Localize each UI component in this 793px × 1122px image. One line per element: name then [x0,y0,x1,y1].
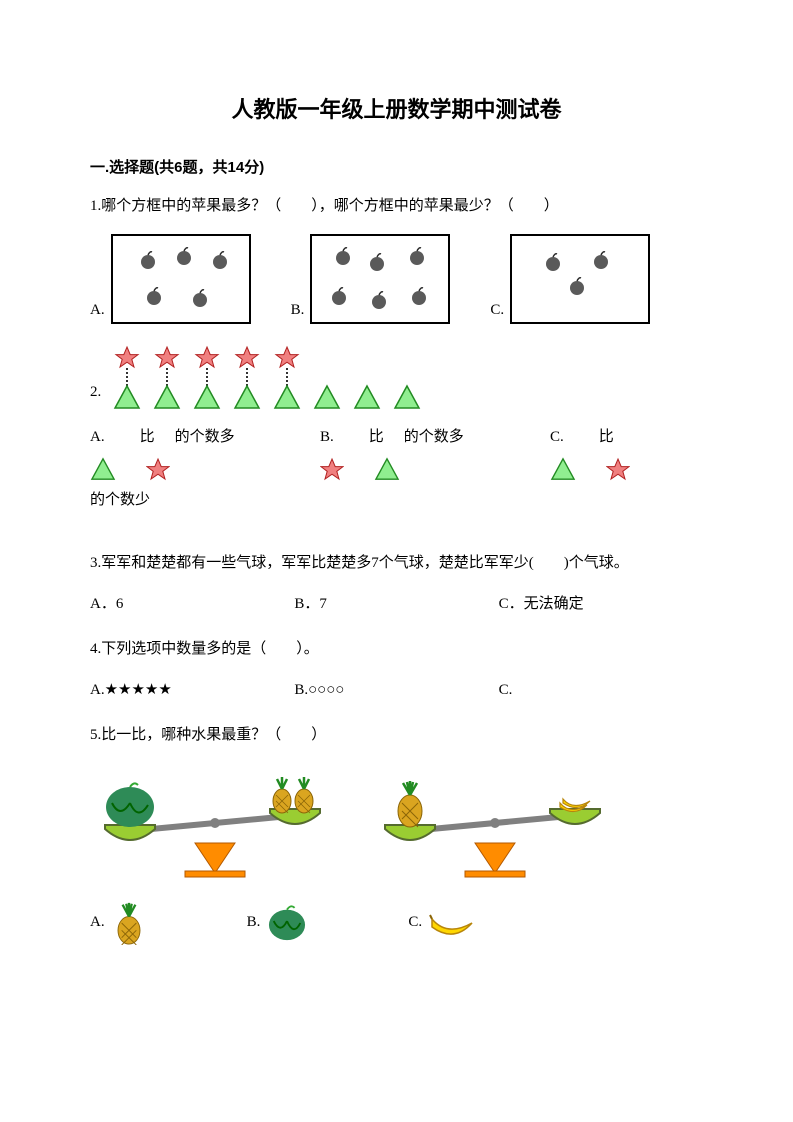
triangle-icon [90,457,116,481]
q4-optC: C. [499,677,703,704]
star-icon [606,457,630,481]
question-1: 1.哪个方框中的苹果最多？（ ），哪个方框中的苹果最少？（ ） A. B. [90,193,703,324]
q2-diagram [109,344,449,410]
q4-optA: A.★★★★★ [90,677,294,704]
q5-option-b: B. [247,904,309,942]
apple-icon [332,244,354,266]
triangle-icon [550,457,576,481]
apple-icon [328,284,350,306]
apple-icon [366,250,388,272]
star-icon [320,457,344,481]
q1-optB-label: B. [291,297,305,324]
apple-icon [189,286,211,308]
q1-optC-label: C. [490,297,504,324]
question-3: 3.军军和楚楚都有一些气球，军军比楚楚多7个气球，楚楚比军军少( )个气球。 A… [90,550,703,618]
q2-options-line2 [90,457,703,481]
q3-optA: A．6 [90,591,294,618]
apple-icon [566,274,588,296]
q1-option-a: A. [90,234,251,324]
q5-text: 5.比一比，哪种水果最重？（ ） [90,722,703,749]
apple-icon [408,284,430,306]
q2-options-line1: A. 比 的个数多 B. 比 的个数多 C. 比 [90,424,703,451]
q2-optB-mid: 比 [369,424,384,451]
q3-optC: C．无法确定 [499,591,703,618]
apple-icon [209,248,231,270]
banana-icon [428,908,476,938]
scale-2 [370,763,620,883]
question-2: 2. [90,344,703,514]
page-title: 人教版一年级上册数学期中测试卷 [90,90,703,130]
q2-optB-pre: B. [320,424,349,451]
q5-optC-label: C. [408,909,422,936]
triangle-icon [374,457,400,481]
q1-option-b: B. [291,234,451,324]
q2-optC-trail: 的个数少 [90,487,703,514]
q5-optA-label: A. [90,909,105,936]
q2-optA-pre: A. [90,424,120,451]
q4-options: A.★★★★★ B.○○○○ C. [90,677,703,704]
q1-options: A. B. C. [90,234,703,324]
q3-options: A．6 B．7 C．无法确定 [90,591,703,618]
apple-icon [143,284,165,306]
section-header: 一.选择题(共6题，共14分) [90,154,703,181]
q1-optA-label: A. [90,297,105,324]
q2-optC-pre: C. [550,424,579,451]
apple-icon [368,288,390,310]
apple-box-c [510,234,650,324]
q4-text: 4.下列选项中数量多的是（ ）。 [90,636,703,663]
q2-num: 2. [90,379,101,406]
apple-box-b [310,234,450,324]
apple-icon [542,250,564,272]
q2-optC-mid: 比 [599,424,614,451]
q3-text: 3.军军和楚楚都有一些气球，军军比楚楚多7个气球，楚楚比军军少( )个气球。 [90,550,703,577]
apple-icon [406,244,428,266]
q2-optB-post: 的个数多 [404,424,464,451]
q4-optB: B.○○○○ [294,677,498,704]
q5-option-a: A. [90,901,147,945]
question-5: 5.比一比，哪种水果最重？（ ） [90,722,703,945]
pineapple-icon [111,901,147,945]
q1-option-c: C. [490,234,650,324]
q5-optB-label: B. [247,909,261,936]
q3-optB: B．7 [294,591,498,618]
scale-1 [90,763,340,883]
apple-icon [590,248,612,270]
q5-scales [90,763,703,883]
q2-optA-mid: 比 [140,424,155,451]
apple-box-a [111,234,251,324]
apple-icon [173,244,195,266]
q5-options: A. B. C. [90,901,703,945]
q2-optA-post: 的个数多 [175,424,235,451]
question-4: 4.下列选项中数量多的是（ ）。 A.★★★★★ B.○○○○ C. [90,636,703,704]
q2-diagram-row: 2. [90,344,703,410]
q1-text: 1.哪个方框中的苹果最多？（ ），哪个方框中的苹果最少？（ ） [90,193,703,220]
star-icon [146,457,170,481]
q5-option-c: C. [408,908,476,938]
apple-icon [137,248,159,270]
watermelon-icon [266,904,308,942]
